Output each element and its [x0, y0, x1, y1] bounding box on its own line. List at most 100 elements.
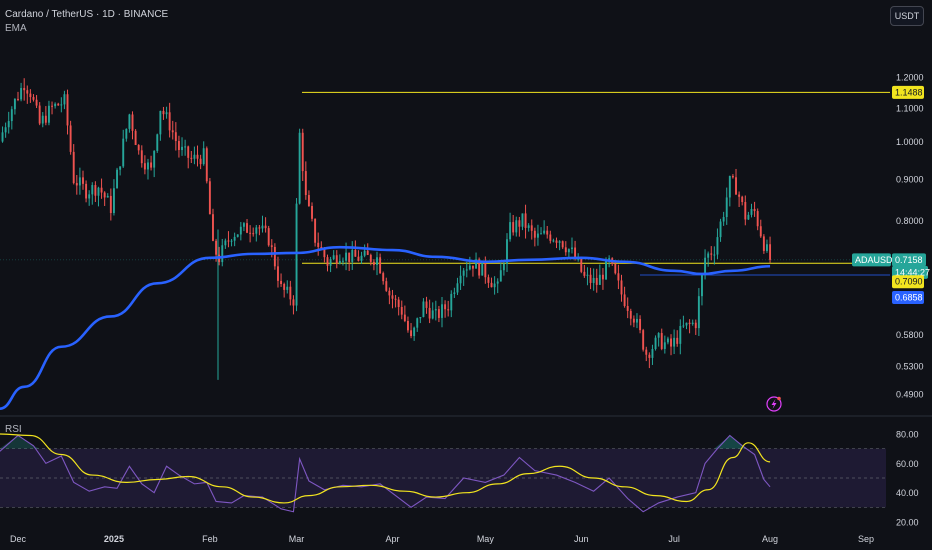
candle-body	[688, 322, 691, 325]
candle-body	[459, 275, 462, 284]
candle-body	[264, 225, 267, 229]
candle-body	[583, 271, 586, 276]
candle-body	[753, 208, 756, 212]
candle-body	[224, 240, 227, 246]
candle-body	[725, 197, 728, 218]
candle-body	[29, 93, 32, 98]
candle-body	[605, 260, 607, 280]
candle-body	[447, 309, 450, 311]
candle-body	[636, 318, 638, 323]
candle-body	[119, 166, 122, 170]
candle-body	[60, 104, 63, 106]
candle-body	[694, 322, 697, 329]
candle-body	[174, 132, 177, 142]
rsi-tick-label: 60.00	[896, 459, 919, 469]
last-price-label-bg	[892, 253, 926, 267]
candle-body	[555, 240, 558, 243]
candle-body	[100, 187, 103, 193]
ema-price-label: 0.6858	[895, 293, 923, 303]
candle-body	[131, 114, 134, 131]
candle-body	[221, 245, 224, 263]
price-tick-label: 0.5800	[896, 330, 924, 340]
candle-body	[493, 283, 496, 288]
candle-body	[766, 244, 768, 251]
candle-body	[233, 236, 236, 241]
candle-body	[394, 298, 397, 300]
candle-body	[598, 274, 601, 285]
level-price-label-lower-bg	[892, 275, 924, 289]
candle-body	[91, 185, 94, 195]
candle-body	[103, 192, 106, 198]
candle-body	[465, 269, 468, 271]
candle-body	[236, 234, 239, 237]
candle-body	[589, 274, 592, 283]
candle-body	[75, 183, 78, 186]
candle-body	[32, 97, 35, 100]
candle-body	[23, 88, 26, 91]
ema-line[interactable]	[0, 245, 771, 410]
candle-body	[187, 146, 190, 158]
candle-body	[413, 327, 416, 337]
candle-body	[478, 259, 481, 276]
candle-body	[143, 163, 146, 170]
candle-body	[208, 181, 211, 215]
time-tick-label: Jun	[574, 534, 589, 544]
candle-body	[212, 214, 214, 241]
candle-body	[453, 292, 456, 294]
candle-body	[540, 233, 542, 235]
candle-body	[320, 246, 323, 249]
time-tick-label: Jul	[668, 534, 680, 544]
candle-body	[704, 257, 707, 275]
candle-body	[147, 162, 149, 170]
rsi-line[interactable]	[0, 434, 771, 513]
candle-body	[444, 304, 447, 310]
candle-body	[722, 217, 725, 222]
alert-dot-icon	[777, 396, 781, 401]
candle-body	[654, 337, 657, 350]
candle-body	[85, 183, 88, 199]
candle-body	[1, 132, 4, 142]
time-tick-label: Sep	[858, 534, 874, 544]
candle-body	[171, 130, 174, 133]
candle-body	[716, 237, 719, 255]
candle-body	[651, 349, 654, 358]
price-tick-label: 0.9000	[896, 174, 924, 184]
candle-body	[17, 98, 19, 100]
candle-body	[314, 218, 317, 243]
candle-body	[382, 273, 385, 282]
candle-body	[617, 273, 620, 281]
candle-body	[580, 258, 583, 272]
candle-body	[317, 242, 320, 247]
candle-body	[255, 227, 258, 234]
candle-body	[660, 333, 663, 349]
candle-body	[738, 194, 741, 197]
candle-body	[552, 240, 555, 242]
candle-body	[270, 245, 273, 247]
candle-body	[329, 259, 332, 266]
price-tick-label: 0.8000	[896, 216, 924, 226]
candle-body	[78, 177, 81, 186]
currency-button[interactable]: USDT	[890, 6, 924, 26]
candle-body	[196, 154, 199, 159]
time-tick-label: Aug	[762, 534, 778, 544]
candle-body	[759, 226, 762, 237]
price-tick-label: 1.2000	[896, 73, 924, 83]
candle-body	[741, 196, 744, 202]
rsi-ma-line[interactable]	[0, 433, 771, 504]
lightning-icon[interactable]	[766, 396, 782, 412]
candle-body	[301, 132, 304, 172]
candle-body	[106, 195, 109, 198]
candle-body	[298, 132, 301, 204]
candle-body	[338, 260, 341, 264]
candle-body	[558, 241, 561, 243]
candle-body	[410, 330, 413, 337]
candle-body	[592, 277, 595, 283]
candle-body	[710, 253, 713, 255]
time-tick-label: May	[477, 534, 495, 544]
candle-body	[685, 322, 688, 326]
candle-body	[571, 247, 573, 250]
candle-body	[162, 110, 165, 115]
price-tick-label: 0.5300	[896, 362, 924, 372]
candle-body	[215, 240, 218, 255]
